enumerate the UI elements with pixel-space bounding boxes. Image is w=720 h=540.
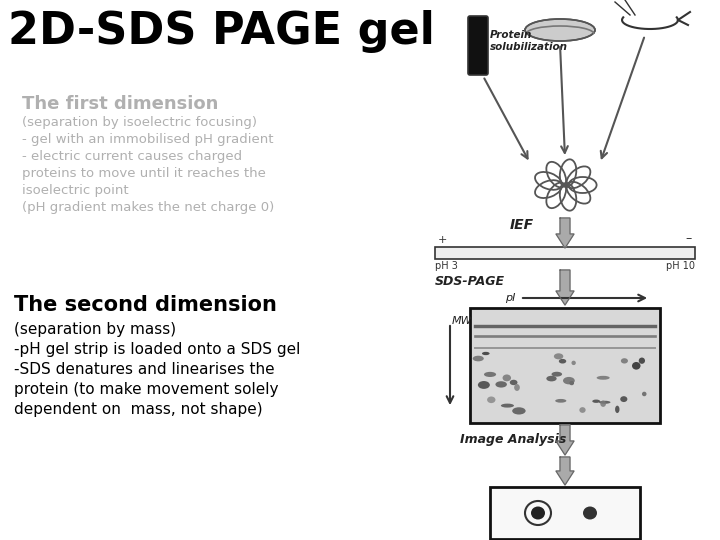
Text: The second dimension: The second dimension [14, 295, 277, 315]
Ellipse shape [495, 381, 507, 388]
Text: IEF: IEF [510, 218, 534, 232]
Ellipse shape [473, 356, 484, 361]
FancyBboxPatch shape [468, 16, 488, 75]
Ellipse shape [510, 380, 518, 385]
Text: pH 10: pH 10 [666, 261, 695, 271]
Text: The first dimension: The first dimension [22, 95, 218, 113]
Text: (separation by isoelectric focusing): (separation by isoelectric focusing) [22, 116, 257, 129]
Text: - gel with an immobilised pH gradient: - gel with an immobilised pH gradient [22, 133, 274, 146]
Bar [470, 308, 660, 423]
Ellipse shape [642, 392, 647, 396]
Polygon shape [556, 218, 574, 248]
Ellipse shape [580, 407, 585, 413]
Text: isoelectric point: isoelectric point [22, 184, 129, 197]
Ellipse shape [621, 358, 628, 363]
Ellipse shape [583, 507, 597, 519]
Ellipse shape [487, 396, 495, 403]
Bar [435, 247, 695, 259]
Ellipse shape [572, 361, 576, 365]
Ellipse shape [482, 352, 490, 355]
Ellipse shape [620, 396, 627, 402]
Ellipse shape [478, 381, 490, 389]
Ellipse shape [559, 359, 566, 363]
Text: pI: pI [505, 293, 515, 303]
Ellipse shape [615, 406, 619, 413]
Ellipse shape [555, 399, 567, 403]
Ellipse shape [639, 357, 645, 364]
Ellipse shape [563, 377, 575, 384]
Ellipse shape [600, 401, 606, 407]
Text: pH 3: pH 3 [435, 261, 458, 271]
Text: protein (to make movement solely: protein (to make movement solely [14, 382, 279, 397]
Text: Protein
solubilization: Protein solubilization [490, 30, 568, 52]
Ellipse shape [525, 19, 595, 41]
Text: dependent on  mass, not shape): dependent on mass, not shape) [14, 402, 263, 417]
Ellipse shape [512, 407, 526, 415]
Polygon shape [556, 425, 574, 455]
Ellipse shape [554, 353, 563, 359]
Polygon shape [556, 457, 574, 485]
Ellipse shape [501, 403, 514, 408]
Text: (pH gradient makes the net charge 0): (pH gradient makes the net charge 0) [22, 201, 274, 214]
Text: MW: MW [452, 316, 472, 326]
Ellipse shape [503, 374, 511, 381]
Ellipse shape [546, 376, 557, 381]
Text: - electric current causes charged: - electric current causes charged [22, 150, 242, 163]
Text: -pH gel strip is loaded onto a SDS gel: -pH gel strip is loaded onto a SDS gel [14, 342, 300, 357]
Ellipse shape [632, 362, 641, 370]
Text: (separation by mass): (separation by mass) [14, 322, 176, 337]
Ellipse shape [552, 372, 562, 376]
Ellipse shape [484, 372, 496, 377]
Text: Image Analysis: Image Analysis [460, 433, 567, 446]
Polygon shape [556, 270, 574, 305]
Text: +: + [438, 235, 447, 245]
Ellipse shape [570, 381, 574, 385]
Ellipse shape [593, 400, 600, 403]
Bar [490, 487, 640, 539]
Text: –: – [685, 232, 692, 245]
Text: -SDS denatures and linearises the: -SDS denatures and linearises the [14, 362, 274, 377]
Ellipse shape [531, 507, 545, 519]
Text: SDS-PAGE: SDS-PAGE [435, 275, 505, 288]
Text: 2D-SDS PAGE gel: 2D-SDS PAGE gel [8, 10, 435, 53]
Ellipse shape [599, 401, 611, 404]
Ellipse shape [597, 376, 610, 380]
Text: proteins to move until it reaches the: proteins to move until it reaches the [22, 167, 266, 180]
Ellipse shape [514, 384, 520, 391]
